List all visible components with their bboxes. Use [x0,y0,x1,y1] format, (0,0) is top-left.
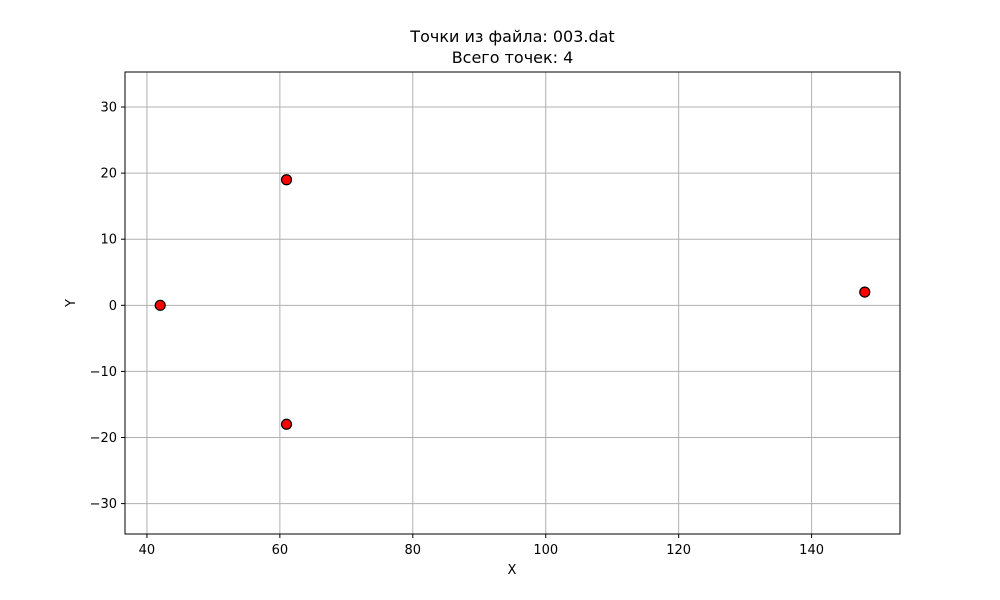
y-tick-label: 0 [109,299,117,314]
data-point [154,299,166,311]
y-tick-label: 10 [100,233,117,248]
x-tick-label: 140 [799,543,824,558]
y-axis-label: Y [64,299,79,308]
plot-frame [124,71,901,535]
y-tick-label: 30 [100,101,117,116]
data-point [280,174,293,186]
y-tick-label: −20 [90,431,117,446]
data-point [280,418,293,430]
x-tick-label: 60 [272,543,289,558]
x-tick-label: 80 [405,543,422,558]
chart-title-line-2: Всего точек: 4 [451,48,574,67]
y-tick-label: 20 [100,167,117,182]
chart-title-line-1: Точки из файла: 003.dat [410,27,615,46]
data-points [154,174,871,430]
x-tick-label: 120 [666,543,691,558]
grid-lines [125,72,900,534]
y-tick-label: −10 [90,365,117,380]
axis-ticks: 40 60 80 100 120 140 −30 −20 −10 0 10 20 30 [90,101,824,558]
y-tick-label: −30 [90,497,117,512]
x-tick-label: 40 [139,543,156,558]
x-axis-label: X [508,563,517,578]
x-tick-label: 100 [533,543,558,558]
data-point [859,286,871,298]
